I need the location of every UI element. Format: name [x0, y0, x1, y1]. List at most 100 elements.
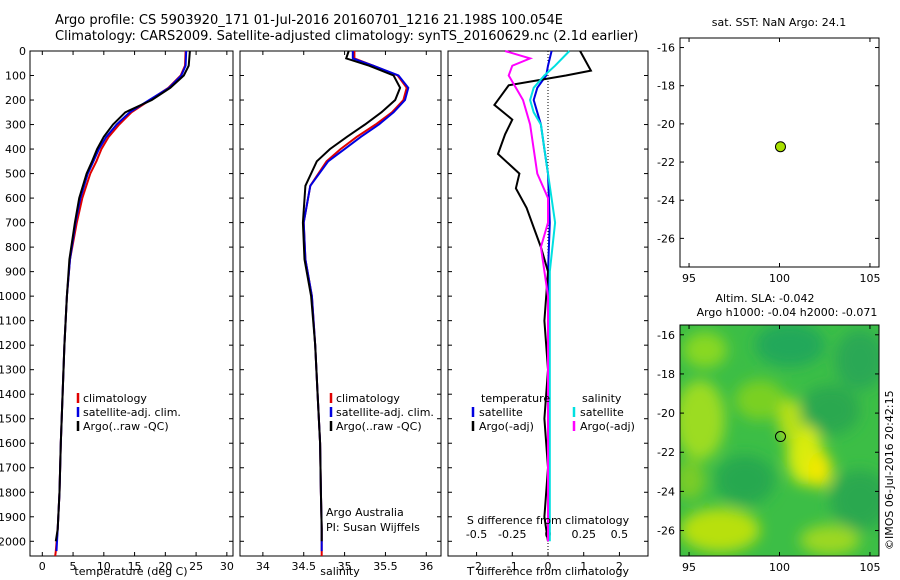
x-tick-label: 0	[39, 560, 46, 573]
x-tick-label: 15	[128, 560, 142, 573]
map-y-tick-label: -26	[657, 232, 675, 245]
title-line-1: Argo profile: CS 5903920_171 01-Jul-2016…	[55, 13, 564, 28]
map-x-tick-label: 95	[682, 561, 696, 574]
depth-tick-label: 1900	[0, 511, 26, 524]
map-y-tick-label: -20	[657, 118, 675, 131]
x-tick-label: 36	[419, 560, 433, 573]
depth-tick-label: 1800	[0, 486, 26, 499]
depth-tick-label: 400	[5, 143, 26, 156]
x-tick-label: 5	[70, 560, 77, 573]
pi-label: PI: Susan Wijffels	[326, 521, 420, 534]
title-line-2: Climatology: CARS2009. Satellite-adjuste…	[55, 29, 639, 44]
argo-location-marker	[774, 141, 786, 153]
x-tick-label: 10	[97, 560, 111, 573]
salinity-axis-label: salinity	[320, 565, 360, 578]
series-line	[493, 50, 593, 542]
depth-tick-label: 1600	[0, 437, 26, 450]
argo-location-marker	[774, 431, 786, 443]
legend-header: salinity	[582, 392, 622, 405]
series-line	[55, 50, 188, 552]
map-y-tick-label: -24	[657, 485, 675, 498]
map-y-tick-label: -16	[657, 42, 675, 55]
t-diff-axis-label: T difference from climatology	[466, 565, 629, 578]
legend-label: satellite	[580, 406, 624, 419]
x-tick-label: -2	[471, 560, 482, 573]
x-tick-label: 35.5	[373, 560, 398, 573]
salinity-panel	[239, 50, 442, 557]
depth-tick-label: 1400	[0, 388, 26, 401]
legend-label: climatology	[336, 392, 400, 405]
depth-tick-label: 700	[5, 217, 26, 230]
sst-map-title: sat. SST: NaN Argo: 24.1	[712, 16, 846, 29]
depth-tick-label: 500	[5, 168, 26, 181]
map-x-tick-label: 100	[769, 272, 790, 285]
argo-australia-label: Argo Australia	[326, 506, 404, 519]
legend-label: Argo(-adj)	[479, 420, 534, 433]
series-line	[302, 51, 410, 552]
map-y-tick-label: -16	[657, 329, 675, 342]
sst-map-panel	[679, 37, 880, 268]
sla-title-1: Altim. SLA: -0.042	[715, 292, 814, 305]
map-y-tick-label: -18	[657, 368, 675, 381]
x-tick-label: 20	[158, 560, 172, 573]
x-tick-label: 35	[338, 560, 352, 573]
depth-tick-label: 300	[5, 119, 26, 132]
depth-tick-label: 1000	[0, 290, 26, 303]
legend-label: Argo(-adj)	[580, 420, 635, 433]
depth-tick-label: 100	[5, 70, 26, 83]
x-tick-label: 34.5	[291, 560, 316, 573]
map-y-tick-label: -22	[657, 446, 675, 459]
map-x-tick-label: 95	[682, 272, 696, 285]
series-line	[302, 51, 408, 556]
s-diff-tick-label: 0.25	[571, 528, 596, 541]
x-tick-label: 1	[580, 560, 587, 573]
depth-tick-label: 800	[5, 241, 26, 254]
legend-label: satellite	[479, 406, 523, 419]
map-x-tick-label: 105	[859, 272, 880, 285]
x-tick-label: 0	[545, 560, 552, 573]
legend-label: Argo(..raw -QC)	[336, 420, 422, 433]
map-y-tick-label: -18	[657, 80, 675, 93]
depth-tick-label: 1700	[0, 462, 26, 475]
map-y-tick-label: -20	[657, 407, 675, 420]
depth-tick-label: 600	[5, 192, 26, 205]
depth-tick-label: 2000	[0, 535, 26, 548]
map-y-tick-label: -26	[657, 525, 675, 538]
legend-label: climatology	[83, 392, 147, 405]
depth-tick-label: 1300	[0, 364, 26, 377]
x-tick-label: 25	[189, 560, 203, 573]
s-diff-tick-label: -0.5	[466, 528, 487, 541]
depth-tick-label: 200	[5, 94, 26, 107]
legend-label: Argo(..raw -QC)	[83, 420, 169, 433]
x-tick-label: 30	[220, 560, 234, 573]
series-line	[54, 50, 187, 557]
legend-label: satellite-adj. clim.	[83, 406, 181, 419]
sla-title-2: Argo h1000: -0.04 h2000: -0.071	[697, 306, 878, 319]
series-line	[504, 50, 549, 542]
map-x-tick-label: 100	[769, 561, 790, 574]
sla-heatmap	[680, 325, 879, 556]
depth-tick-label: 1100	[0, 315, 26, 328]
x-tick-label: 2	[616, 560, 623, 573]
map-x-tick-label: 105	[859, 561, 880, 574]
series-line	[54, 50, 191, 542]
depth-tick-label: 1500	[0, 413, 26, 426]
imos-credit: ©IMOS 06-Jul-2016 20:42:15	[883, 390, 896, 550]
x-tick-label: 34	[256, 560, 270, 573]
map-y-tick-label: -22	[657, 156, 675, 169]
series-line	[301, 50, 402, 542]
series-line	[529, 50, 571, 542]
x-tick-label: -1	[507, 560, 518, 573]
depth-tick-label: 900	[5, 266, 26, 279]
temperature-axis-label: temperature (deg C)	[74, 565, 187, 578]
depth-tick-label: 1200	[0, 339, 26, 352]
temperature-panel	[29, 50, 234, 557]
s-diff-axis-label: S difference from climatology	[467, 514, 630, 527]
legend-header: temperature	[481, 392, 550, 405]
legend-label: satellite-adj. clim.	[336, 406, 434, 419]
map-y-tick-label: -24	[657, 194, 675, 207]
depth-tick-label: 0	[19, 45, 26, 58]
s-diff-tick-label: -0.25	[498, 528, 526, 541]
s-diff-tick-label: 0.5	[611, 528, 629, 541]
